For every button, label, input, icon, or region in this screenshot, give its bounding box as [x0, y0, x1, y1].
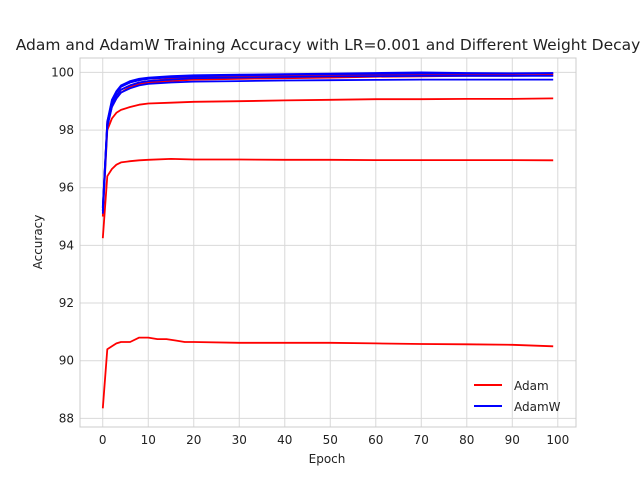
x-ticks: 0 10 20 30 40 50 60 70 80 90 100 — [99, 433, 569, 447]
x-tick-label: 0 — [99, 433, 107, 447]
series-line-adam-1 — [101, 157, 554, 239]
x-tick-label: 10 — [141, 433, 156, 447]
x-tick-label: 50 — [323, 433, 338, 447]
y-tick-label: 94 — [59, 238, 74, 252]
series-line-adamw-5 — [101, 78, 554, 214]
x-tick-label: 60 — [368, 433, 383, 447]
series-line-adamw-8 — [101, 71, 554, 207]
y-tick-label: 88 — [59, 411, 74, 425]
y-tick-label: 92 — [59, 296, 74, 310]
x-tick-label: 80 — [459, 433, 474, 447]
series-line-adam-0 — [101, 336, 554, 409]
y-tick-label: 98 — [59, 123, 74, 137]
x-axis-label: Epoch — [309, 452, 346, 466]
legend-label-adam: Adam — [514, 379, 549, 393]
chart-title: Adam and AdamW Training Accuracy with LR… — [16, 36, 640, 54]
x-tick-label: 40 — [277, 433, 292, 447]
axes-frame — [79, 57, 577, 428]
plot-area — [80, 58, 576, 427]
y-axis-label: Accuracy — [31, 215, 45, 270]
x-tick-label: 30 — [232, 433, 247, 447]
y-ticks: 88 90 92 94 96 98 100 — [51, 65, 74, 425]
x-tick-label: 100 — [546, 433, 569, 447]
series-lines — [101, 71, 554, 409]
series-line-adamw-6 — [101, 75, 554, 211]
x-tick-label: 70 — [414, 433, 429, 447]
y-tick-label: 90 — [59, 354, 74, 368]
y-tick-label: 96 — [59, 181, 74, 195]
legend: Adam AdamW — [474, 379, 561, 414]
x-tick-label: 20 — [186, 433, 201, 447]
legend-label-adamw: AdamW — [514, 400, 561, 414]
x-tick-label: 90 — [505, 433, 520, 447]
series-line-adam-2 — [101, 97, 554, 217]
grid — [80, 58, 576, 427]
y-tick-label: 100 — [51, 65, 74, 79]
